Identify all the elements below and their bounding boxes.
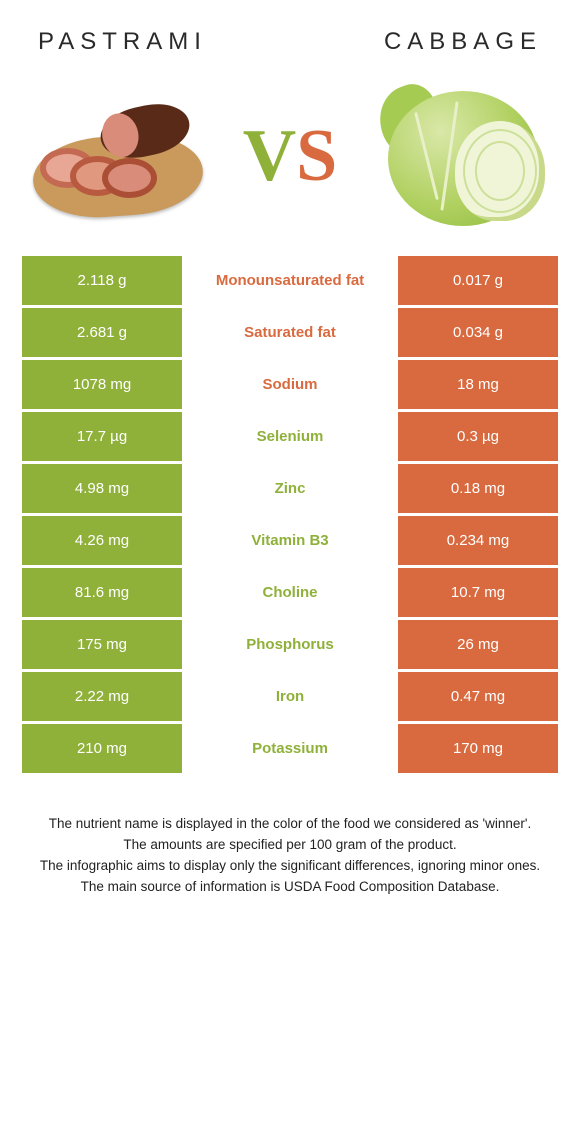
left-value: 4.26 mg <box>22 516 182 565</box>
nutrient-label: Choline <box>182 568 398 617</box>
left-value: 1078 mg <box>22 360 182 409</box>
table-row: 210 mgPotassium170 mg <box>22 724 558 773</box>
right-value: 0.18 mg <box>398 464 558 513</box>
right-value: 0.017 g <box>398 256 558 305</box>
images-row: VS <box>0 66 580 256</box>
right-value: 26 mg <box>398 620 558 669</box>
vs-badge: VS <box>243 119 338 193</box>
pastrami-image <box>30 86 210 226</box>
nutrient-label: Zinc <box>182 464 398 513</box>
left-food-title: Pastrami <box>38 28 207 56</box>
right-value: 0.234 mg <box>398 516 558 565</box>
left-value: 4.98 mg <box>22 464 182 513</box>
table-row: 4.26 mgVitamin B30.234 mg <box>22 516 558 565</box>
table-row: 2.118 gMonounsaturated fat0.017 g <box>22 256 558 305</box>
left-value: 2.118 g <box>22 256 182 305</box>
left-value: 210 mg <box>22 724 182 773</box>
table-row: 17.7 µgSelenium0.3 µg <box>22 412 558 461</box>
nutrient-label: Phosphorus <box>182 620 398 669</box>
nutrient-label: Sodium <box>182 360 398 409</box>
left-value: 2.681 g <box>22 308 182 357</box>
left-value: 17.7 µg <box>22 412 182 461</box>
vs-v-letter: V <box>243 115 296 197</box>
footnotes: The nutrient name is displayed in the co… <box>0 776 580 898</box>
footnote-line: The amounts are specified per 100 gram o… <box>30 835 550 856</box>
comparison-table: 2.118 gMonounsaturated fat0.017 g2.681 g… <box>22 256 558 773</box>
right-value: 18 mg <box>398 360 558 409</box>
right-value: 10.7 mg <box>398 568 558 617</box>
right-value: 0.034 g <box>398 308 558 357</box>
footnote-line: The main source of information is USDA F… <box>30 877 550 898</box>
left-value: 2.22 mg <box>22 672 182 721</box>
table-row: 2.22 mgIron0.47 mg <box>22 672 558 721</box>
table-row: 81.6 mgCholine10.7 mg <box>22 568 558 617</box>
table-row: 1078 mgSodium18 mg <box>22 360 558 409</box>
table-row: 4.98 mgZinc0.18 mg <box>22 464 558 513</box>
nutrient-label: Potassium <box>182 724 398 773</box>
right-value: 0.47 mg <box>398 672 558 721</box>
nutrient-label: Vitamin B3 <box>182 516 398 565</box>
right-value: 0.3 µg <box>398 412 558 461</box>
vs-s-letter: S <box>296 115 337 197</box>
nutrient-label: Saturated fat <box>182 308 398 357</box>
right-value: 170 mg <box>398 724 558 773</box>
nutrient-label: Iron <box>182 672 398 721</box>
table-row: 2.681 gSaturated fat0.034 g <box>22 308 558 357</box>
left-value: 175 mg <box>22 620 182 669</box>
footnote-line: The nutrient name is displayed in the co… <box>30 814 550 835</box>
footnote-line: The infographic aims to display only the… <box>30 856 550 877</box>
nutrient-label: Selenium <box>182 412 398 461</box>
left-value: 81.6 mg <box>22 568 182 617</box>
cabbage-image <box>370 86 550 226</box>
table-row: 175 mgPhosphorus26 mg <box>22 620 558 669</box>
nutrient-label: Monounsaturated fat <box>182 256 398 305</box>
header: Pastrami Cabbage <box>0 0 580 66</box>
right-food-title: Cabbage <box>384 28 542 56</box>
